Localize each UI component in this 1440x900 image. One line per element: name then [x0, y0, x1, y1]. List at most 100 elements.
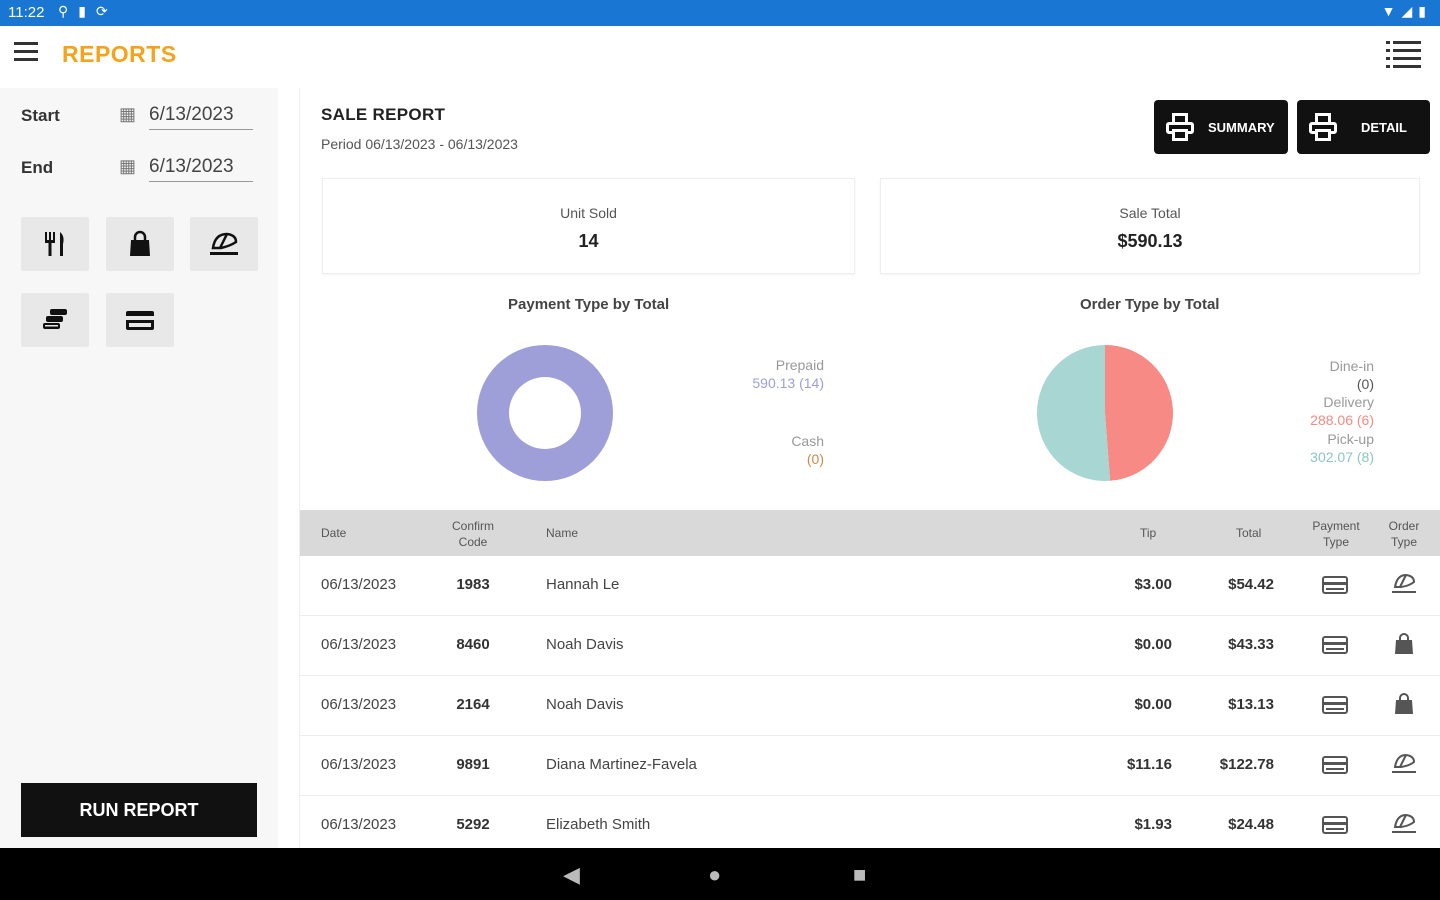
print-summary-button[interactable]: SUMMARY — [1154, 100, 1288, 154]
order-legend-delivery: Delivery 288.06 (6) — [1260, 393, 1374, 429]
menu-icon[interactable] — [14, 42, 40, 66]
legend-label: Cash — [791, 433, 824, 449]
report-panel: SALE REPORT Period 06/13/2023 - 06/13/20… — [299, 88, 1440, 856]
dine-in-filter-button[interactable] — [21, 217, 89, 271]
end-label: End — [21, 158, 54, 177]
unit-sold-label: Unit Sold — [560, 205, 617, 221]
calendar-icon: ▦ — [119, 156, 137, 176]
row-total: $122.78 — [1219, 756, 1274, 773]
table-row[interactable]: 06/13/2023 8460 Noah Davis $0.00 $43.33 — [300, 616, 1440, 676]
table-body: 06/13/2023 1983 Hannah Le $3.00 $54.42 06/13/… — [300, 556, 1440, 856]
header-name: Name — [546, 526, 579, 540]
table-row[interactable]: 06/13/2023 9891 Diana Martinez-Favela $11.1… — [300, 736, 1440, 796]
row-name: Elizabeth Smith — [546, 816, 651, 833]
card-icon — [1320, 754, 1350, 782]
wifi-icon: ▼ — [1381, 3, 1396, 19]
legend-label: Pick-up — [1327, 431, 1374, 447]
order-legend-dine-in: Dine-in (0) — [1260, 357, 1374, 393]
run-report-button[interactable]: RUN REPORT — [21, 783, 257, 837]
order-type-chart — [1036, 345, 1173, 481]
row-date: 06/13/2023 — [321, 576, 397, 593]
header-tip: Tip — [1140, 526, 1157, 540]
cash-icon — [43, 309, 67, 329]
header-line: Type — [1390, 535, 1417, 549]
row-tip: $11.16 — [1126, 756, 1172, 773]
row-tip: $0.00 — [1134, 636, 1172, 653]
row-total: $13.13 — [1228, 696, 1274, 713]
unit-sold-value: 14 — [578, 231, 599, 251]
donut-hole — [509, 377, 581, 449]
bag-filter-button[interactable] — [106, 217, 174, 271]
recents-icon[interactable]: ■ — [853, 862, 867, 887]
payment-legend-cash: Cash (0) — [700, 432, 824, 468]
legend-label: Prepaid — [775, 357, 824, 373]
card-filter-button[interactable] — [106, 293, 174, 347]
system-nav-bar: ◀ ● ■ — [0, 848, 1440, 900]
header-order-type: Order Type — [1380, 518, 1428, 550]
unit-sold-card: Unit Sold 14 — [322, 178, 855, 274]
sync-icon: ⟳ — [95, 3, 108, 19]
table-row[interactable]: 06/13/2023 1983 Hannah Le $3.00 $54.42 — [300, 556, 1440, 616]
payment-legend-prepaid: Prepaid 590.13 (14) — [700, 356, 824, 392]
back-icon[interactable]: ◀ — [563, 862, 580, 887]
print-detail-button[interactable]: DETAIL — [1297, 100, 1430, 154]
table-row[interactable]: 06/13/2023 2164 Noah Davis $0.00 $13.13 — [300, 676, 1440, 736]
card-icon — [126, 311, 154, 330]
row-confirm-code: 8460 — [456, 636, 490, 653]
row-name: Noah Davis — [546, 636, 624, 653]
dine-in-icon — [45, 232, 64, 256]
row-date: 06/13/2023 — [321, 696, 397, 713]
card-icon — [1320, 694, 1350, 722]
row-total: $24.48 — [1228, 816, 1274, 833]
header-total: Total — [1236, 526, 1262, 540]
pie-slice-delivery — [1105, 345, 1173, 481]
status-bar: 11:22 ⚲ ▮ ⟳ ▼ ◢ ▮ — [0, 0, 1440, 26]
bag-icon — [1386, 692, 1422, 722]
delivery-filter-button[interactable] — [190, 217, 258, 271]
detail-label: DETAIL — [1361, 119, 1407, 135]
home-icon[interactable]: ● — [708, 862, 722, 887]
report-period: Period 06/13/2023 - 06/13/2023 — [321, 136, 518, 152]
legend-value: 302.07 (8) — [1310, 449, 1374, 465]
payment-chart-title: Payment Type by Total — [508, 296, 670, 313]
cash-filter-button[interactable] — [21, 293, 89, 347]
row-tip: $3.00 — [1134, 576, 1172, 593]
row-date: 06/13/2023 — [321, 816, 397, 833]
row-total: $43.33 — [1228, 636, 1274, 653]
list-view-icon[interactable] — [1386, 40, 1422, 70]
pie-slice-pick-up — [1036, 345, 1111, 481]
row-tip: $1.93 — [1134, 816, 1172, 833]
legend-value: 590.13 (14) — [752, 375, 824, 391]
summary-label: SUMMARY — [1208, 119, 1275, 135]
report-title: SALE REPORT — [321, 105, 446, 124]
sale-total-label: Sale Total — [1119, 205, 1181, 221]
legend-value: (0) — [1356, 376, 1374, 392]
table-header: Date Confirm Code Name Tip Total Payment… — [300, 510, 1440, 556]
delivery-icon — [1386, 812, 1422, 842]
printer-icon — [1166, 113, 1194, 141]
sd-card-icon: ▮ — [78, 3, 86, 19]
header-line: Order — [1388, 519, 1420, 533]
row-confirm-code: 5292 — [456, 816, 490, 833]
sale-total-card: Sale Total $590.13 — [880, 178, 1420, 274]
start-date-input[interactable] — [149, 100, 253, 130]
row-date: 06/13/2023 — [321, 756, 397, 773]
legend-value: (0) — [806, 451, 824, 467]
delivery-icon — [210, 232, 238, 255]
start-date-row: Start ▦ — [21, 96, 261, 136]
legend-label: Delivery — [1323, 394, 1374, 410]
delivery-icon — [1386, 752, 1422, 782]
end-date-input[interactable] — [149, 152, 253, 182]
row-confirm-code: 9891 — [456, 756, 490, 773]
card-icon — [1320, 574, 1350, 602]
sale-total-value: $590.13 — [1117, 231, 1183, 251]
usb-icon: ⚲ — [58, 3, 69, 19]
legend-label: Dine-in — [1329, 358, 1374, 374]
table-row[interactable]: 06/13/2023 5292 Elizabeth Smith $1.93 $24.48 — [300, 796, 1440, 856]
end-date-row: End ▦ — [21, 148, 261, 188]
row-tip: $0.00 — [1134, 696, 1172, 713]
app-bar: REPORTS — [0, 26, 1440, 88]
header-payment-type: Payment Type — [1306, 518, 1366, 550]
header-line: Payment — [1312, 519, 1360, 533]
delivery-icon — [1386, 572, 1422, 602]
